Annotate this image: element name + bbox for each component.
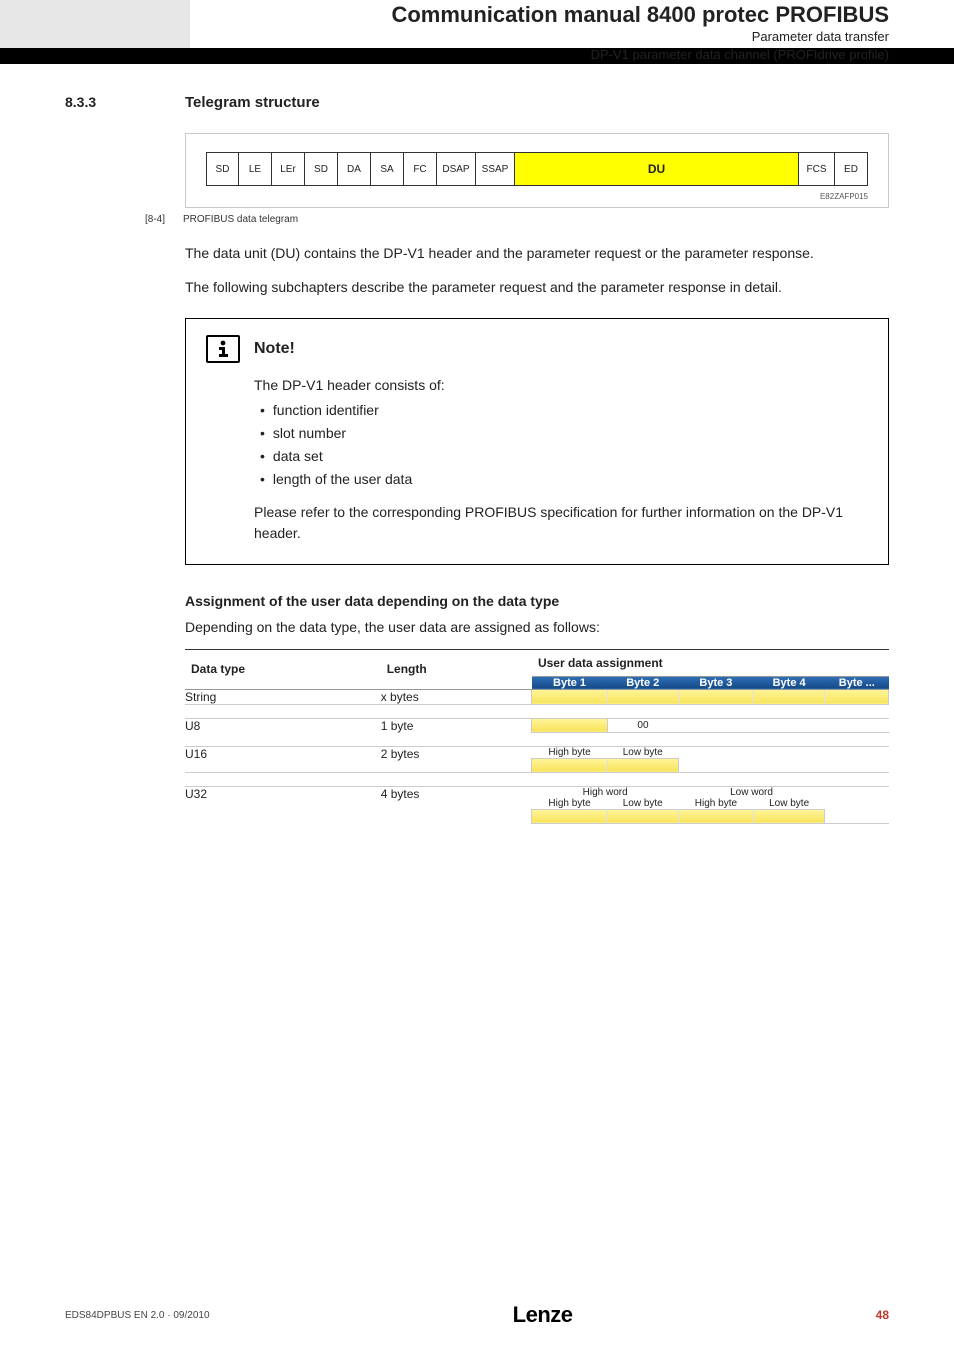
- byte-column-header: Byte 1: [532, 676, 607, 689]
- byte-fill: [678, 809, 753, 823]
- note-list-item: data set: [260, 446, 868, 467]
- figure-caption: [8-4] PROFIBUS data telegram: [145, 214, 889, 225]
- telegram-cell: FC: [404, 152, 437, 186]
- byte-fill: [607, 809, 678, 823]
- body-text: The data unit (DU) contains the DP-V1 he…: [185, 243, 889, 298]
- datatype-cell: String: [185, 689, 381, 704]
- byte-label: High byte: [532, 746, 607, 758]
- figure-caption-text: PROFIBUS data telegram: [183, 214, 298, 225]
- footer-page-number: 48: [876, 1308, 889, 1322]
- telegram-cell: DA: [338, 152, 371, 186]
- doc-sub2: DP-V1 parameter data channel (PROFIdrive…: [190, 46, 889, 64]
- note-list-item: slot number: [260, 423, 868, 444]
- byte-fill: [532, 809, 607, 823]
- telegram-cell: SSAP: [476, 152, 515, 186]
- section-number: 8.3.3: [65, 94, 157, 110]
- byte-fill: [607, 758, 678, 772]
- byte-label: Low byte: [754, 798, 825, 810]
- byte-label: [754, 746, 825, 758]
- subsection-lead: Depending on the data type, the user dat…: [185, 619, 889, 635]
- byte-fill: [754, 809, 825, 823]
- telegram-code: E82ZAFP015: [206, 192, 868, 201]
- figure-number: [8-4]: [145, 214, 165, 225]
- note-lead: The DP-V1 header consists of:: [254, 375, 868, 396]
- byte-fill: [532, 758, 607, 772]
- info-icon: [206, 335, 240, 363]
- byte-label: High byte: [532, 798, 607, 810]
- length-cell: 1 byte: [381, 718, 532, 746]
- byte-label: [825, 798, 889, 810]
- byte-label: [754, 718, 825, 732]
- byte-fill: [607, 689, 678, 704]
- telegram-cell: SA: [371, 152, 404, 186]
- byte-label: High byte: [678, 798, 753, 810]
- footer: EDS84DPBUS EN 2.0 · 09/2010 Lenze 48: [0, 1302, 954, 1328]
- note-tail: Please refer to the corresponding PROFIB…: [254, 502, 868, 544]
- section-heading-row: 8.3.3 Telegram structure: [65, 94, 889, 111]
- byte-fill: [678, 689, 753, 704]
- footer-doc-id: EDS84DPBUS EN 2.0 · 09/2010: [65, 1310, 210, 1321]
- telegram-cell: SD: [206, 152, 239, 186]
- telegram-cell: FCS: [799, 152, 835, 186]
- note-heading-row: Note!: [206, 335, 868, 363]
- telegram-cell: LEr: [272, 152, 305, 186]
- telegram-cell: DSAP: [437, 152, 476, 186]
- byte-fill: [825, 689, 889, 704]
- col-length: Length: [381, 649, 532, 689]
- note-body: The DP-V1 header consists of: function i…: [254, 375, 868, 544]
- paragraph-2: The following subchapters describe the p…: [185, 277, 889, 297]
- paragraph-1: The data unit (DU) contains the DP-V1 he…: [185, 243, 889, 263]
- telegram-cell: ED: [835, 152, 868, 186]
- telegram-cells-row: SDLELErSDDASAFCDSAPSSAPDUFCSED: [206, 152, 868, 186]
- col-assignment: User data assignment: [532, 649, 889, 676]
- word-label: High word: [532, 786, 678, 798]
- note-box: Note! The DP-V1 header consists of: func…: [185, 318, 889, 565]
- byte-column-header: Byte ...: [825, 676, 889, 689]
- length-cell: 4 bytes: [381, 786, 532, 823]
- datatype-table: Data type Length User data assignment By…: [185, 649, 889, 824]
- byte-column-header: Byte 3: [678, 676, 753, 689]
- length-cell: 2 bytes: [381, 746, 532, 772]
- page: Communication manual 8400 protec PROFIBU…: [0, 0, 954, 1350]
- note-list-item: length of the user data: [260, 469, 868, 490]
- header-grey-block: [0, 0, 190, 48]
- telegram-cell: LE: [239, 152, 272, 186]
- footer-logo: Lenze: [513, 1302, 573, 1328]
- byte-label: [825, 746, 889, 758]
- header-text-block: Communication manual 8400 protec PROFIBU…: [190, 0, 954, 48]
- telegram-cell-du: DU: [515, 152, 799, 186]
- datatype-cell: U8: [185, 718, 381, 746]
- col-datatype: Data type: [185, 649, 381, 689]
- note-list-item: function identifier: [260, 400, 868, 421]
- note-list: function identifierslot numberdata setle…: [254, 400, 868, 490]
- byte-column-header: Byte 4: [754, 676, 825, 689]
- byte-label: Low byte: [607, 798, 678, 810]
- byte-fill: [532, 718, 607, 732]
- byte-column-header: Byte 2: [607, 676, 678, 689]
- subsection-title: Assignment of the user data depending on…: [185, 593, 889, 609]
- byte-label: [825, 718, 889, 732]
- byte-label: [678, 746, 753, 758]
- telegram-cell: SD: [305, 152, 338, 186]
- byte-label: [678, 718, 753, 732]
- byte-label: 00: [607, 718, 678, 732]
- section-title: Telegram structure: [185, 94, 320, 111]
- byte-label: Low byte: [607, 746, 678, 758]
- byte-fill: [532, 689, 607, 704]
- note-title: Note!: [254, 340, 295, 358]
- content: 8.3.3 Telegram structure SDLELErSDDASAFC…: [0, 64, 954, 824]
- length-cell: x bytes: [381, 689, 532, 704]
- doc-sub1: Parameter data transfer: [190, 28, 889, 46]
- byte-fill: [754, 689, 825, 704]
- datatype-cell: U32: [185, 786, 381, 823]
- datatype-cell: U16: [185, 746, 381, 772]
- doc-title: Communication manual 8400 protec PROFIBU…: [190, 2, 889, 28]
- word-label: Low word: [678, 786, 824, 798]
- telegram-figure: SDLELErSDDASAFCDSAPSSAPDUFCSED E82ZAFP01…: [185, 133, 889, 208]
- header-bar: Communication manual 8400 protec PROFIBU…: [0, 0, 954, 48]
